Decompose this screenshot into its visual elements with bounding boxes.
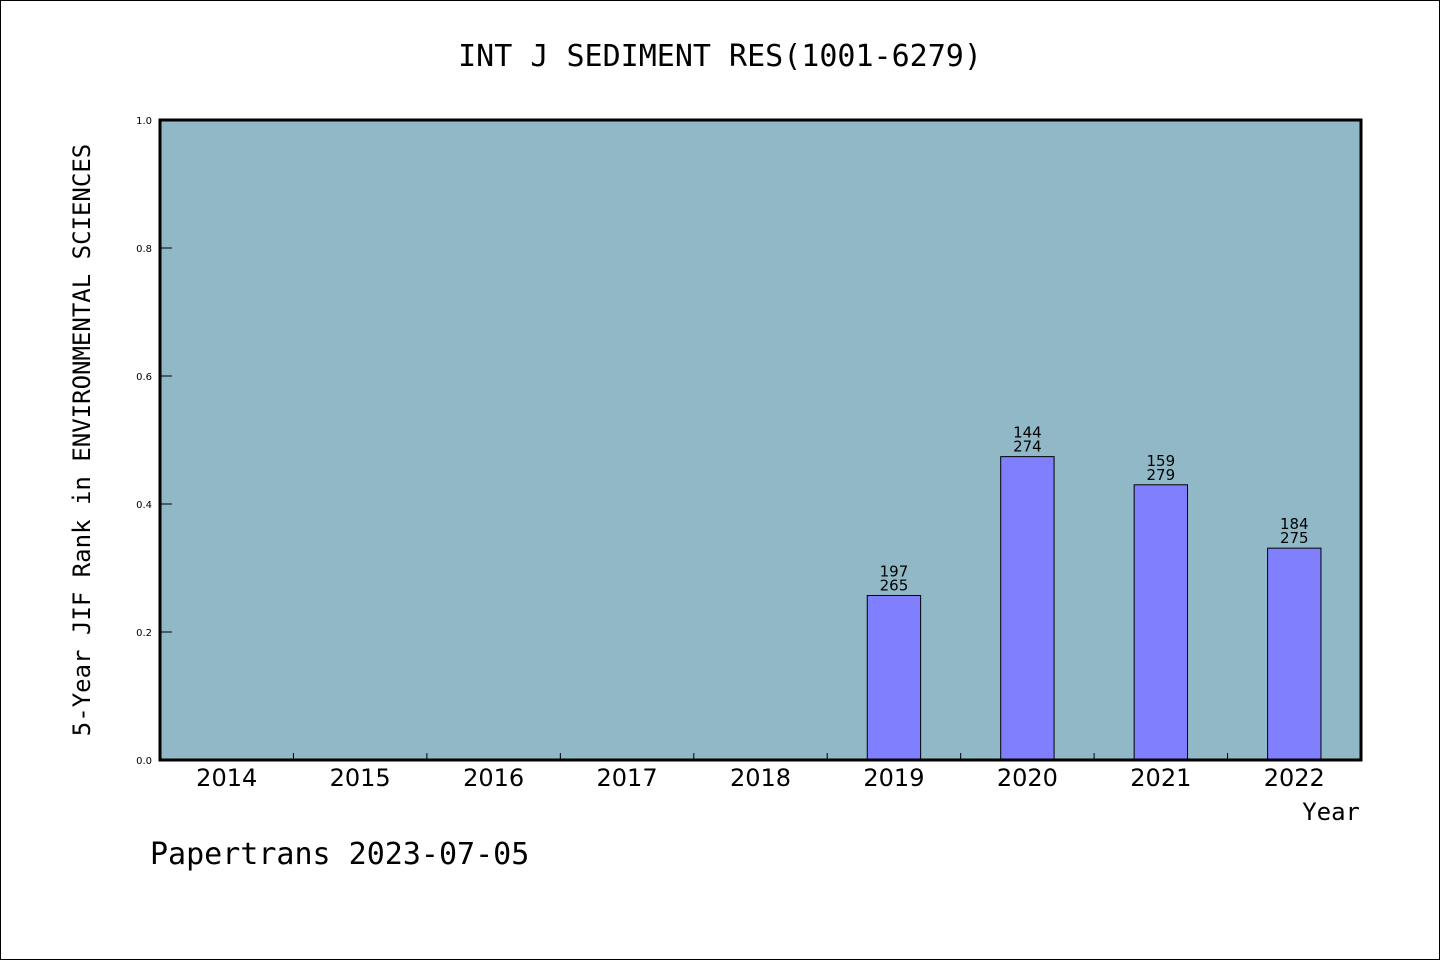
- bar-2022: [1267, 547, 1322, 761]
- x-tick-label: 2020: [997, 764, 1058, 792]
- y-axis-label: 5-Year JIF Rank in ENVIRONMENTAL SCIENCE…: [68, 144, 96, 736]
- y-tick-label: 1.0: [136, 116, 152, 127]
- y-tick-label: 0.2: [136, 628, 152, 639]
- bar-label-total: 279: [1147, 466, 1176, 484]
- footer-credit: Papertrans 2023-07-05: [150, 837, 529, 872]
- x-tick-label: 2018: [730, 764, 791, 792]
- x-axis: 2014 2015 2016 2017 2018 2019 2020 2021 2022: [196, 753, 1325, 792]
- x-tick-label: 2021: [1130, 764, 1191, 792]
- x-tick-label: 2016: [463, 764, 524, 792]
- bar-label-total: 265: [880, 577, 909, 595]
- bar-label-total: 274: [1013, 438, 1042, 456]
- bar-label-rank: 159: [1147, 452, 1176, 470]
- y-tick-label: 0.6: [136, 372, 152, 383]
- x-tick-label: 2015: [330, 764, 391, 792]
- y-tick-label: 0.0: [136, 756, 152, 767]
- bar-label-rank: 184: [1280, 515, 1309, 533]
- y-tick-label: 0.8: [136, 244, 152, 255]
- bar-2019: [866, 595, 922, 761]
- chart-title: INT J SEDIMENT RES(1001-6279): [458, 39, 982, 74]
- bar-label-rank: 144: [1013, 424, 1042, 442]
- x-tick-label: 2019: [863, 764, 924, 792]
- bar-label-total: 275: [1280, 529, 1309, 547]
- bar-label-rank: 197: [880, 563, 909, 581]
- bar-2021: [1133, 484, 1189, 761]
- x-tick-label: 2017: [597, 764, 658, 792]
- bar-2020: [1000, 456, 1055, 761]
- plot-border: [158, 118, 1363, 762]
- x-tick-label: 2022: [1264, 764, 1325, 792]
- y-tick-label: 0.4: [136, 500, 152, 511]
- x-tick-label: 2014: [196, 764, 257, 792]
- x-axis-label: Year: [1302, 798, 1360, 826]
- y-axis: 0.0 0.2 0.4 0.6 0.8 1.0: [136, 116, 172, 767]
